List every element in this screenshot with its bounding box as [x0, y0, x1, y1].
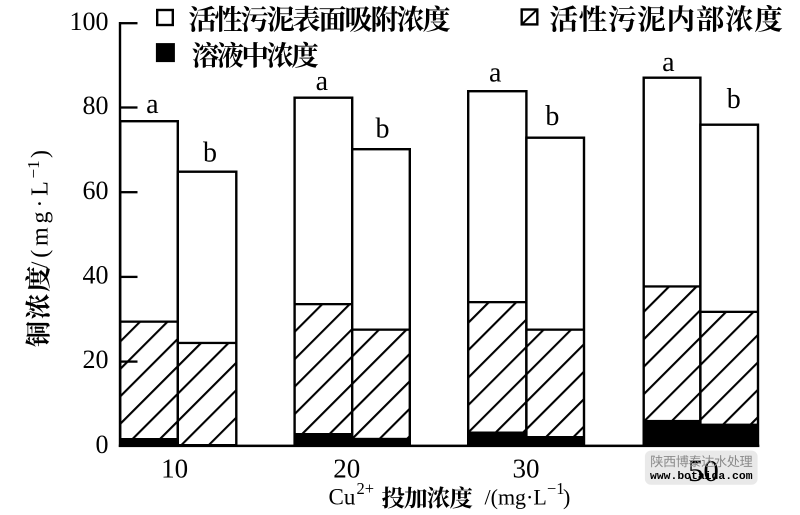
- svg-text:30: 30: [513, 454, 540, 484]
- svg-text:www.botaida.com: www.botaida.com: [650, 471, 753, 483]
- svg-text:20: 20: [83, 345, 109, 374]
- svg-text:−1: −1: [547, 479, 565, 498]
- svg-text:b: b: [203, 138, 217, 169]
- svg-text:a: a: [662, 47, 675, 78]
- svg-text:40: 40: [83, 261, 109, 290]
- svg-text:a: a: [489, 58, 502, 89]
- svg-text:b: b: [727, 84, 741, 115]
- svg-text:0: 0: [96, 430, 109, 459]
- svg-text:100: 100: [70, 7, 109, 36]
- svg-text:b: b: [545, 101, 559, 132]
- svg-text:−1: −1: [24, 160, 43, 178]
- svg-text:/(mg·L: /(mg·L: [485, 485, 547, 510]
- svg-text:60: 60: [83, 176, 109, 205]
- svg-text:10: 10: [161, 454, 188, 484]
- svg-text:b: b: [376, 114, 390, 145]
- svg-text:2+: 2+: [357, 479, 375, 498]
- svg-text:80: 80: [83, 91, 109, 120]
- svg-text:a: a: [316, 66, 329, 97]
- svg-text:): ): [28, 150, 54, 158]
- svg-text:/(mg·L: /(mg·L: [28, 177, 54, 268]
- svg-text:20: 20: [333, 453, 360, 483]
- svg-text:): ): [563, 485, 570, 510]
- svg-text:a: a: [146, 89, 159, 120]
- svg-text:Cu: Cu: [329, 485, 356, 510]
